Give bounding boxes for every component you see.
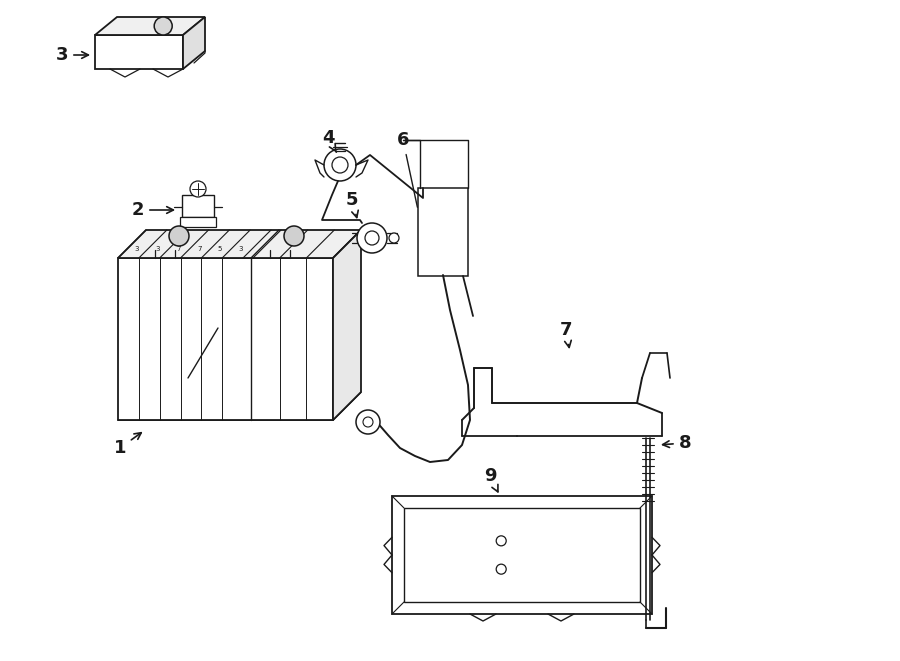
Text: 7: 7 (560, 321, 572, 348)
Polygon shape (333, 230, 361, 420)
Circle shape (496, 536, 506, 546)
Text: 4: 4 (322, 129, 337, 152)
Circle shape (190, 181, 206, 197)
Text: 7: 7 (197, 246, 202, 252)
Circle shape (496, 564, 506, 574)
Polygon shape (180, 217, 216, 227)
Circle shape (154, 17, 172, 35)
Polygon shape (183, 17, 205, 69)
Circle shape (363, 417, 373, 427)
Circle shape (365, 231, 379, 245)
Polygon shape (182, 195, 214, 217)
Text: 8: 8 (662, 434, 691, 452)
Text: 5: 5 (346, 191, 358, 217)
Circle shape (357, 223, 387, 253)
Text: 2: 2 (131, 201, 174, 219)
Circle shape (169, 226, 189, 246)
Polygon shape (404, 508, 640, 602)
Circle shape (284, 226, 304, 246)
Polygon shape (418, 188, 468, 276)
Text: 3: 3 (238, 246, 243, 252)
Text: 3: 3 (156, 246, 160, 252)
Text: 9: 9 (484, 467, 498, 492)
Circle shape (389, 233, 399, 243)
Polygon shape (118, 392, 361, 420)
Polygon shape (95, 17, 205, 35)
Circle shape (332, 157, 348, 173)
Polygon shape (118, 230, 361, 258)
Text: 7: 7 (176, 246, 181, 252)
Text: 6: 6 (397, 131, 418, 208)
Text: 5: 5 (218, 246, 222, 252)
Text: 1: 1 (113, 433, 141, 457)
Circle shape (324, 149, 356, 181)
Polygon shape (95, 35, 183, 69)
Polygon shape (118, 258, 333, 420)
Text: 3: 3 (135, 246, 140, 252)
Text: 3: 3 (56, 46, 88, 64)
Polygon shape (392, 496, 652, 614)
Circle shape (356, 410, 380, 434)
